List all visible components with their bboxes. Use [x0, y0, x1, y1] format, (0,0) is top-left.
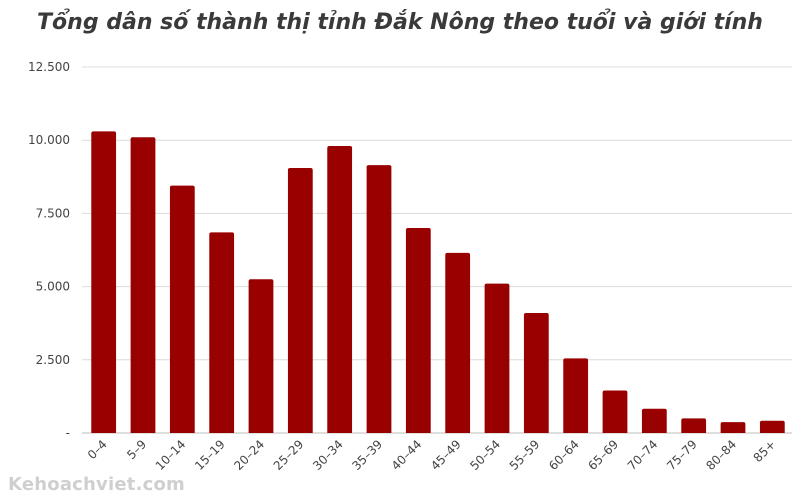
watermark-logo: Kehoachviet.com — [8, 474, 185, 495]
y-tick-label: 12.500 — [28, 60, 70, 74]
bar-15–19 — [209, 232, 235, 433]
bar-50–54 — [484, 283, 510, 433]
x-axis-ticks: 0–4 5–9 10–14 15–19 20–24 25–29 30–34 35–39 40–4… — [85, 437, 779, 473]
chart-title: Tổng dân số thành thị tỉnh Đắk Nông theo… — [37, 10, 763, 35]
x-tick-label: 35–39 — [349, 437, 385, 473]
bar-0–4 — [91, 131, 117, 433]
y-tick-label: 2.500 — [36, 353, 70, 367]
x-tick-label: 80–84 — [703, 437, 739, 473]
y-tick-label: 5.000 — [36, 280, 70, 294]
x-tick-label: 45–49 — [428, 437, 464, 473]
bar-80–84 — [720, 422, 746, 433]
x-tick-label: 70–74 — [625, 437, 661, 473]
x-tick-label: 0–4 — [85, 437, 110, 462]
x-tick-label: 40–44 — [389, 437, 425, 473]
x-tick-label: 25–29 — [271, 437, 307, 473]
x-tick-label: 55–59 — [507, 437, 543, 473]
bar-60–64 — [563, 358, 589, 433]
bar-25–29 — [287, 168, 313, 434]
bar-75–79 — [681, 418, 707, 433]
bar-70–74 — [641, 408, 667, 433]
bar-20–24 — [248, 279, 274, 433]
y-tick-label: - — [66, 426, 70, 440]
x-tick-label: 60–64 — [546, 437, 582, 473]
x-tick-label: 65–69 — [585, 437, 621, 473]
bar-45–49 — [445, 252, 471, 433]
y-tick-label: 7.500 — [36, 206, 70, 220]
x-tick-label: 85+ — [751, 437, 779, 465]
bar-55–59 — [523, 312, 549, 433]
x-tick-label: 50–54 — [467, 437, 503, 473]
bar-85+ — [759, 420, 785, 433]
x-tick-label: 10–14 — [153, 437, 189, 473]
gridlines — [82, 66, 792, 434]
x-tick-label: 75–79 — [664, 437, 700, 473]
bar-10–14 — [169, 185, 195, 433]
bars — [91, 131, 785, 434]
bar-30–34 — [327, 146, 353, 433]
bar-65–69 — [602, 390, 628, 433]
x-tick-label: 30–34 — [310, 437, 346, 473]
bar-5–9 — [130, 137, 156, 433]
x-tick-label: 20–24 — [231, 437, 267, 473]
x-tick-label: 5–9 — [124, 437, 149, 462]
y-axis-ticks: - 2.500 5.000 7.500 10.000 12.500 — [28, 60, 70, 440]
y-tick-label: 10.000 — [28, 133, 70, 147]
x-tick-label: 15–19 — [192, 437, 228, 473]
bar-40–44 — [405, 228, 431, 433]
bar-35–39 — [366, 165, 392, 433]
